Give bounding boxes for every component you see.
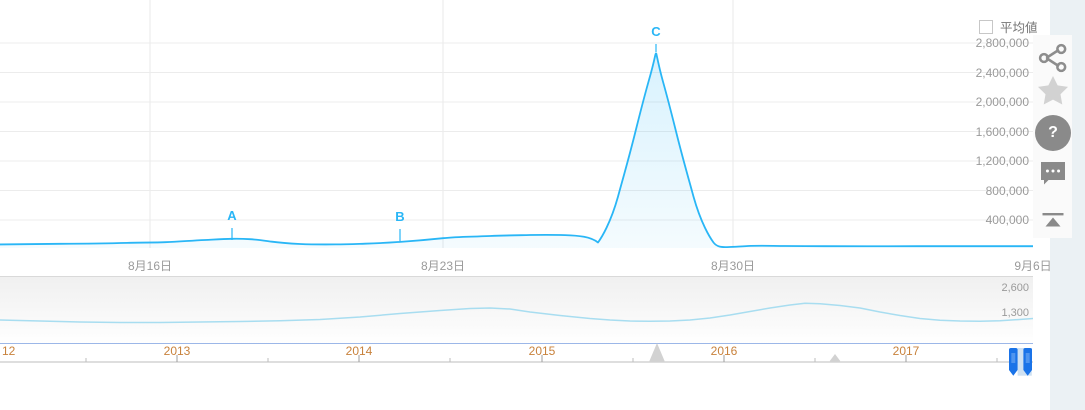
svg-text:A: A: [227, 208, 237, 223]
svg-text:2016: 2016: [711, 344, 738, 358]
svg-text:B: B: [395, 209, 404, 224]
svg-text:12: 12: [2, 344, 16, 358]
svg-text:2015: 2015: [529, 344, 556, 358]
svg-text:C: C: [651, 24, 661, 39]
svg-text:2013: 2013: [164, 344, 191, 358]
svg-text:2017: 2017: [893, 344, 920, 358]
svg-text:2014: 2014: [346, 344, 373, 358]
